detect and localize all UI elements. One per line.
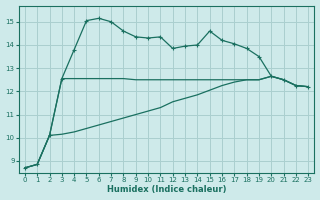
X-axis label: Humidex (Indice chaleur): Humidex (Indice chaleur) (107, 185, 226, 194)
